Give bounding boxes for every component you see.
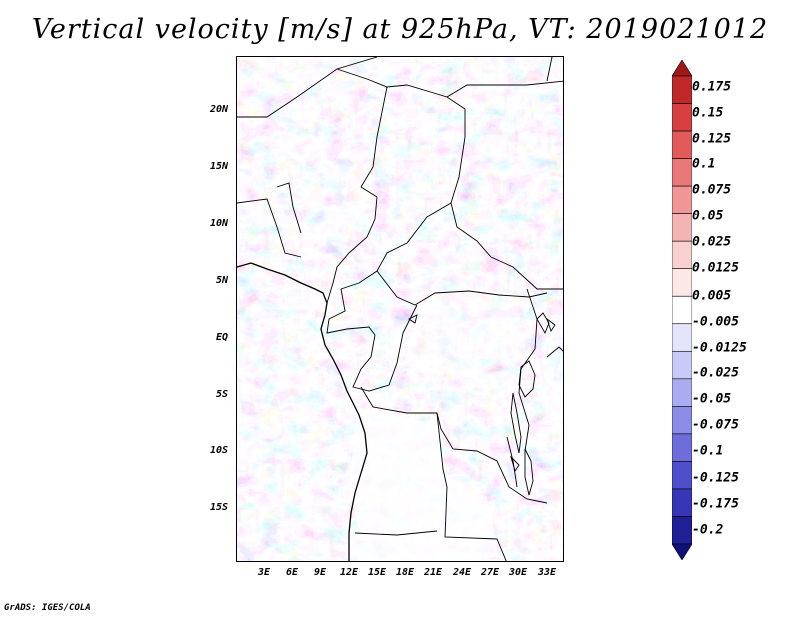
- colorbar-label: 0.125: [692, 131, 732, 147]
- lon-label-12e: 12E: [339, 567, 359, 578]
- lon-label-21e: 21E: [423, 567, 443, 578]
- lon-label-15e: 15E: [367, 567, 387, 578]
- colorbar-label: -0.0125: [692, 340, 747, 356]
- colorbar-label: -0.05: [692, 391, 732, 407]
- colorbar-segment: [672, 433, 692, 462]
- colorbar: [672, 60, 692, 560]
- colorbar-segment: [672, 543, 692, 560]
- colorbar-segment: [672, 350, 692, 380]
- map-panel: [236, 56, 564, 562]
- colorbar-segment: [672, 461, 692, 490]
- lon-label-27e: 27E: [480, 567, 500, 578]
- lon-label-18e: 18E: [395, 567, 415, 578]
- colorbar-segment: [672, 323, 692, 352]
- colorbar-label: 0.175: [692, 79, 732, 95]
- lat-label-5s: 5S: [215, 389, 228, 400]
- lon-label-33e: 33E: [537, 567, 557, 578]
- colorbar-segment: [672, 268, 692, 297]
- colorbar-segment: [672, 295, 692, 325]
- vertical-velocity-field: [237, 57, 563, 561]
- colorbar-segment: [672, 130, 692, 159]
- lat-label-20n: 20N: [209, 104, 228, 115]
- coastline: [237, 262, 368, 561]
- colorbar-segment: [672, 406, 692, 435]
- lat-label-15n: 15N: [209, 161, 228, 172]
- lon-label-6e: 6E: [285, 567, 299, 578]
- colorbar-label: 0.005: [692, 288, 732, 304]
- colorbar-label: -0.025: [692, 365, 739, 381]
- colorbar-segment: [672, 488, 692, 517]
- colorbar-label: 0.075: [692, 182, 732, 198]
- colorbar-segment: [672, 103, 692, 132]
- colorbar-label: -0.175: [692, 496, 739, 512]
- colorbar-label: 0.1: [692, 156, 716, 172]
- lon-label-30e: 30E: [508, 567, 528, 578]
- chart-title: Vertical velocity [m/s] at 925hPa, VT: 2…: [31, 14, 769, 45]
- colorbar-segment: [672, 185, 692, 214]
- lat-label-10s: 10S: [209, 445, 228, 456]
- colorbar-label: -0.005: [692, 314, 739, 330]
- lon-label-3e: 3E: [257, 567, 271, 578]
- lakes: [408, 312, 556, 496]
- lon-label-9e: 9E: [313, 567, 327, 578]
- colorbar-label: 0.0125: [692, 260, 739, 276]
- colorbar-segment: [672, 158, 692, 187]
- lat-label-5n: 5N: [215, 275, 228, 286]
- lat-label-eq: EQ: [215, 332, 228, 343]
- colorbar-segment: [672, 213, 692, 242]
- colorbar-label: 0.025: [692, 234, 732, 250]
- colorbar-segment: [672, 378, 692, 407]
- grads-credit: GrADS: IGES/COLA: [4, 603, 91, 613]
- lat-label-10n: 10N: [209, 218, 228, 229]
- lon-label-24e: 24E: [452, 567, 472, 578]
- colorbar-segment: [672, 240, 692, 270]
- colorbar-label: -0.2: [692, 522, 724, 538]
- lat-label-15s: 15S: [209, 502, 228, 513]
- colorbar-segment: [672, 75, 692, 104]
- colorbar-label: -0.075: [692, 417, 739, 433]
- colorbar-segment: [672, 516, 692, 545]
- colorbar-label: -0.125: [692, 470, 739, 486]
- colorbar-segment: [672, 60, 692, 77]
- colorbar-label: 0.15: [692, 105, 724, 121]
- colorbar-label: -0.1: [692, 443, 724, 459]
- colorbar-label: 0.05: [692, 208, 724, 224]
